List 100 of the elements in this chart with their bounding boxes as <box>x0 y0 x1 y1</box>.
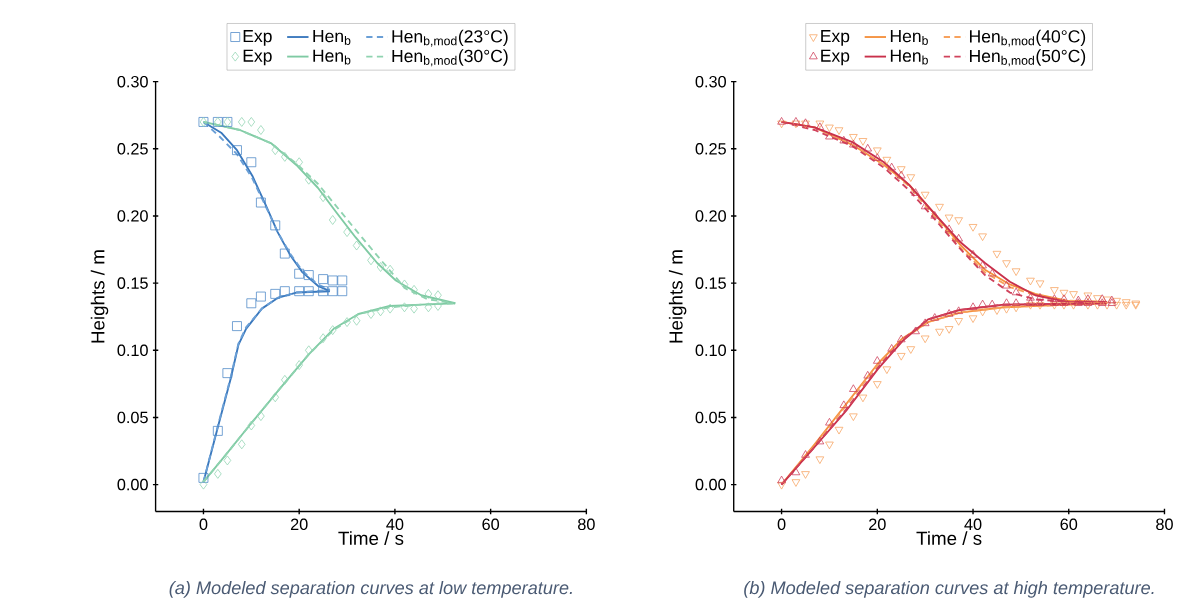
point <box>968 249 978 258</box>
point <box>337 275 348 286</box>
point <box>978 299 987 308</box>
point <box>920 201 930 210</box>
point <box>839 400 849 408</box>
point <box>343 227 351 237</box>
legend-label: Exp <box>821 29 850 46</box>
point <box>232 145 242 155</box>
y-tick-label: 0.05 <box>695 411 726 424</box>
y-tick-label: 0.10 <box>117 344 148 356</box>
point <box>386 303 394 314</box>
point <box>1002 280 1011 289</box>
point <box>319 192 327 202</box>
point <box>337 286 348 296</box>
legend-label: Hen$_{b,mod}$(50°C) <box>969 49 1086 67</box>
y-tick-label: 0.25 <box>695 142 726 155</box>
point <box>410 284 418 295</box>
point <box>434 290 442 300</box>
x-tick-label: 20 <box>290 518 308 530</box>
point <box>257 411 265 421</box>
point <box>954 306 963 314</box>
point <box>246 298 257 309</box>
point <box>386 264 394 275</box>
point <box>815 436 825 445</box>
point <box>920 318 930 326</box>
x-tick-label: 40 <box>964 518 982 530</box>
point <box>270 220 281 231</box>
y-tick-label: 0.00 <box>117 478 148 491</box>
point <box>270 288 281 299</box>
point <box>930 210 940 219</box>
text: (a) Modeled separation curves at low temperature. <box>169 580 572 598</box>
legend-label: Hen$_{b,mod}$(40°C) <box>969 29 1086 47</box>
point <box>279 286 290 296</box>
legend-label: Hen$_{b}$ <box>890 49 928 65</box>
x-axis-title: Time / s <box>338 531 404 545</box>
point <box>954 233 963 242</box>
point <box>271 145 280 155</box>
point <box>1011 287 1021 296</box>
point <box>1074 298 1083 306</box>
point <box>257 124 265 135</box>
point <box>367 255 375 266</box>
point <box>825 131 834 140</box>
point <box>281 151 289 162</box>
point <box>978 260 987 269</box>
point <box>1074 295 1083 304</box>
point <box>410 303 418 314</box>
point <box>212 425 223 436</box>
point <box>295 360 303 370</box>
x-tick-label: 0 <box>199 518 208 530</box>
legend-label: Hen$_{b}$ <box>313 49 351 65</box>
point <box>825 417 834 426</box>
point <box>1083 298 1093 306</box>
legend-label: Hen$_{b}$ <box>890 29 928 45</box>
point <box>434 300 442 311</box>
y-tick-label: 0.05 <box>117 411 148 424</box>
point <box>271 392 280 403</box>
point <box>1050 294 1059 302</box>
point <box>247 420 256 431</box>
point <box>303 286 314 296</box>
point <box>352 315 361 326</box>
point <box>281 374 289 385</box>
point <box>849 384 858 392</box>
point <box>911 188 920 196</box>
point <box>294 268 305 279</box>
point <box>223 455 232 466</box>
point <box>1035 298 1045 306</box>
point <box>944 309 954 317</box>
point <box>873 356 882 364</box>
point <box>318 286 328 296</box>
point <box>1011 298 1021 306</box>
x-tick-label: 60 <box>482 518 500 530</box>
y-tick-label: 0.15 <box>117 277 148 289</box>
x-tick-label: 60 <box>1060 518 1078 530</box>
x-tick-label: 40 <box>386 518 404 530</box>
y-tick-label: 0.20 <box>117 210 148 222</box>
point <box>987 268 997 277</box>
y-tick-label: 0.15 <box>695 277 726 289</box>
y-tick-label: 0.30 <box>117 75 148 88</box>
legend-label: Exp <box>243 29 272 46</box>
point <box>896 334 906 343</box>
x-tick-label: 80 <box>1156 518 1173 530</box>
point <box>352 240 361 251</box>
point <box>944 224 954 232</box>
point <box>1026 292 1035 301</box>
point <box>873 153 882 161</box>
point <box>214 468 222 479</box>
point <box>863 370 873 379</box>
point <box>199 479 208 490</box>
x-tick-label: 80 <box>578 518 595 530</box>
point <box>328 214 337 225</box>
point <box>295 157 303 167</box>
point <box>318 274 328 284</box>
point <box>777 475 786 484</box>
point <box>247 116 256 127</box>
point <box>930 313 940 321</box>
point <box>987 299 997 308</box>
point <box>777 116 786 125</box>
point <box>237 116 246 127</box>
point <box>424 302 433 313</box>
point <box>303 270 314 280</box>
